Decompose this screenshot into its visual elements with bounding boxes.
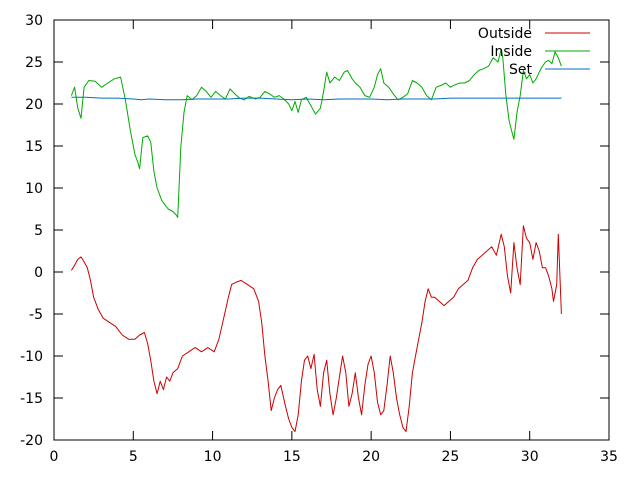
plot-frame [53, 19, 610, 441]
x-tick-label: 35 [600, 449, 618, 465]
x-tick-label: 5 [129, 449, 138, 465]
legend: Outside Inside Set [478, 26, 590, 78]
legend-label-inside: Inside [490, 44, 532, 60]
y-tick-label: -5 [29, 307, 43, 323]
y-tick-label: 0 [34, 265, 43, 281]
y-tick-label: 20 [25, 97, 43, 113]
chart-lines [70, 48, 562, 433]
y-tick-label: 30 [25, 13, 43, 29]
legend-label-outside: Outside [478, 26, 532, 42]
y-tick-label: -10 [20, 349, 43, 365]
x-tick-label: 10 [204, 449, 222, 465]
series-line-inside [70, 48, 562, 218]
series-line-outside [70, 225, 562, 433]
x-tick-label: 30 [521, 449, 539, 465]
series-line-set [71, 96, 562, 101]
x-tick-label: 15 [283, 449, 301, 465]
y-tick-label: -15 [20, 391, 43, 407]
y-tick-label: 15 [25, 139, 43, 155]
axis-ticks: 0 5 10 15 20 25 30 35 -20 -15 -10 -5 0 5 10 15 20 25 30 [20, 13, 618, 465]
x-tick-label: 0 [50, 449, 59, 465]
x-tick-label: 20 [362, 449, 380, 465]
y-tick-label: 5 [34, 223, 43, 239]
legend-label-set: Set [509, 62, 533, 78]
y-tick-label: -20 [20, 433, 43, 449]
y-tick-label: 10 [25, 181, 43, 197]
x-tick-label: 25 [442, 449, 460, 465]
y-tick-label: 25 [25, 55, 43, 71]
